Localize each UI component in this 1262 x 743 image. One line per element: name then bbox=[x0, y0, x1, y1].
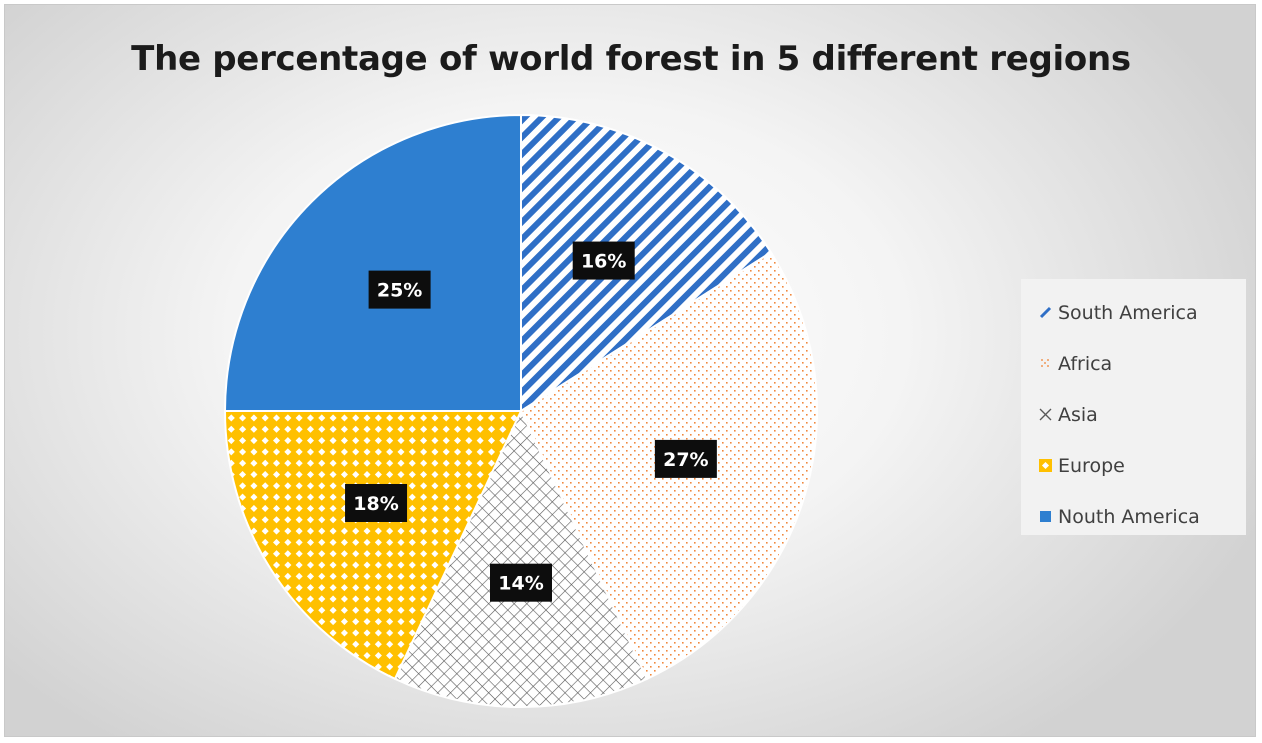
data-label-text: 16% bbox=[581, 251, 626, 273]
data-label-text: 27% bbox=[663, 449, 708, 471]
legend-item-africa: Africa bbox=[1021, 338, 1246, 389]
legend-label: Asia bbox=[1058, 403, 1098, 426]
data-label-box bbox=[345, 483, 408, 522]
data-label-europe: 18% bbox=[345, 483, 408, 522]
data-label-text: 14% bbox=[498, 573, 543, 595]
data-label-box bbox=[654, 439, 717, 478]
legend-swatch-south-america bbox=[1039, 306, 1052, 319]
legend-swatch-asia bbox=[1039, 408, 1052, 421]
chart-area: The percentage of world forest in 5 diff… bbox=[4, 4, 1256, 737]
legend-item-asia: Asia bbox=[1021, 389, 1246, 440]
pie-chart: 16% 27% 14% 18% 25% bbox=[223, 113, 818, 708]
legend-item-south-america: South America bbox=[1021, 287, 1246, 338]
legend-item-europe: Europe bbox=[1021, 440, 1246, 491]
chart-legend: South America Africa Asia Europe Nouth Ameri… bbox=[1021, 279, 1246, 535]
data-label-box bbox=[490, 563, 552, 602]
data-label-nouth-america: 25% bbox=[368, 270, 431, 309]
data-label-south-america: 16% bbox=[572, 241, 635, 280]
pie-slice-europe bbox=[223, 410, 523, 681]
pie-slice-south-america bbox=[520, 113, 773, 413]
legend-label: Europe bbox=[1058, 454, 1125, 477]
pie-slice-nouth-america bbox=[223, 113, 522, 412]
data-label-africa: 27% bbox=[654, 439, 717, 478]
pie-slices bbox=[223, 113, 818, 708]
data-label-box bbox=[368, 270, 431, 309]
legend-swatch-nouth-america bbox=[1040, 511, 1051, 522]
data-label-text: 25% bbox=[377, 280, 422, 302]
pie-data-labels: 16% 27% 14% 18% 25% bbox=[345, 241, 717, 602]
legend-item-nouth-america: Nouth America bbox=[1021, 491, 1246, 542]
data-label-box bbox=[572, 241, 635, 280]
legend-label: Nouth America bbox=[1058, 505, 1200, 528]
chart-title: The percentage of world forest in 5 diff… bbox=[131, 39, 1131, 79]
pie-slice-asia bbox=[393, 408, 649, 708]
legend-label: South America bbox=[1058, 301, 1198, 324]
legend-swatch-africa bbox=[1041, 359, 1049, 367]
legend-swatch-europe bbox=[1039, 459, 1052, 472]
data-label-text: 18% bbox=[353, 493, 398, 515]
legend-label: Africa bbox=[1058, 352, 1113, 375]
data-label-asia: 14% bbox=[490, 563, 552, 602]
